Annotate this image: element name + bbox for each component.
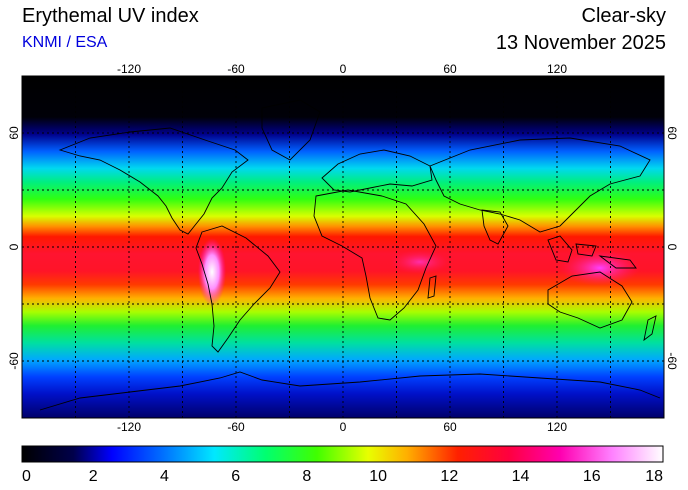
- colorbar-tick-label: 2: [89, 468, 98, 485]
- lon-tick-top-label: 120: [547, 62, 567, 76]
- lon-tick-top-label: 60: [443, 62, 457, 76]
- lat-tick-right-label: 0: [665, 244, 679, 251]
- lat-tick-left-label: 0: [7, 243, 21, 250]
- colorbar-tick-label: 4: [160, 468, 169, 485]
- lat-tick-left-label: 60: [7, 126, 21, 140]
- colorbar-tick-label: 16: [583, 468, 601, 485]
- colorbar-tick-label: 8: [302, 468, 311, 485]
- date-label: 13 November 2025: [495, 32, 666, 54]
- sky-condition-label: Clear-sky: [581, 5, 666, 27]
- lon-tick-bottom-label: -60: [227, 420, 245, 434]
- lon-tick-bottom-label: -120: [117, 420, 141, 434]
- colorbar-tick-label: 0: [22, 468, 31, 485]
- lon-tick-top-label: -60: [227, 62, 245, 76]
- lon-tick-top-label: -120: [117, 62, 141, 76]
- colorbar-tick-label: 10: [369, 468, 387, 485]
- lon-tick-bottom-label: 60: [443, 420, 457, 434]
- andes-high-uv-patch: [198, 238, 226, 306]
- map-frame: [21, 75, 665, 419]
- colorbar-tick-label: 6: [231, 468, 240, 485]
- uv-colorbar: [21, 445, 664, 463]
- colorbar-tick-label: 18: [645, 468, 663, 485]
- credit-label: KNMI / ESA: [22, 34, 108, 51]
- colorbar-tick-label: 14: [512, 468, 530, 485]
- lat-tick-right-label: -60: [665, 352, 679, 370]
- coastlines: [39, 99, 661, 411]
- colorbar-tick-label: 12: [440, 468, 458, 485]
- africa-high-uv-patch: [390, 250, 450, 274]
- lat-tick-left-label: -60: [7, 352, 21, 370]
- lon-tick-bottom-label: 0: [340, 420, 347, 434]
- lat-tick-right-label: 60: [665, 126, 679, 140]
- lat-lon-grid: [22, 76, 664, 418]
- colorbar-labels: 0 2 4 6 8 10 12 14 16 18: [22, 468, 663, 485]
- lon-tick-top-label: 0: [340, 62, 347, 76]
- map-title: Erythemal UV index: [22, 5, 199, 27]
- lon-tick-bottom-label: 120: [547, 420, 567, 434]
